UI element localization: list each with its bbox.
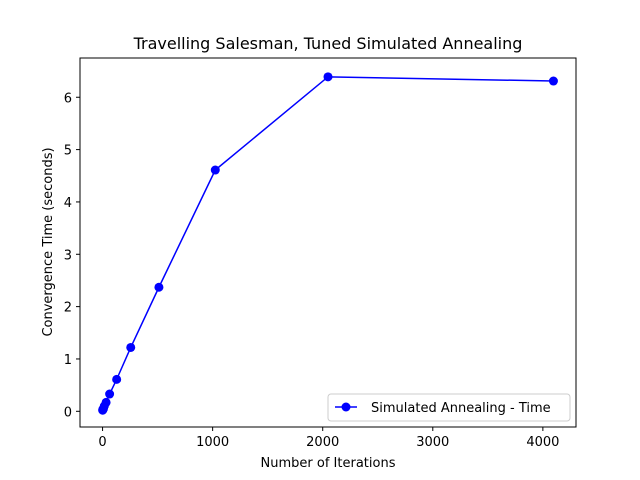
x-axis-label: Number of Iterations (261, 456, 396, 471)
legend-marker-swatch (341, 402, 351, 412)
legend-label: Simulated Annealing - Time (371, 401, 551, 416)
data-point (112, 374, 122, 384)
series-layer (98, 72, 558, 415)
data-point (323, 72, 333, 82)
y-tick-label: 5 (64, 144, 72, 159)
plot-frame (79, 57, 577, 428)
data-point (105, 389, 115, 399)
data-point (101, 397, 111, 407)
x-tick-label: 4000 (526, 435, 559, 450)
x-tick-label: 3000 (416, 435, 449, 450)
data-point (210, 165, 220, 175)
data-point (548, 76, 558, 86)
data-point (126, 342, 136, 352)
x-tick-label: 0 (98, 435, 106, 450)
y-tick-label: 0 (64, 405, 72, 420)
chart-title: Travelling Salesman, Tuned Simulated Ann… (133, 34, 523, 53)
x-axis-ticks: 0 1000 2000 3000 4000 (98, 427, 559, 450)
x-tick-label: 2000 (306, 435, 339, 450)
y-tick-label: 2 (64, 301, 72, 316)
y-tick-label: 4 (64, 196, 72, 211)
y-axis-ticks: 0 1 2 3 4 5 6 (64, 91, 80, 420)
y-tick-label: 6 (64, 91, 72, 106)
y-axis-label: Convergence Time (seconds) (41, 147, 56, 336)
legend-box (327, 393, 571, 422)
y-tick-label: 1 (64, 353, 72, 368)
y-tick-label: 3 (64, 248, 72, 263)
x-tick-label: 1000 (196, 435, 229, 450)
legend: Simulated Annealing - Time (327, 393, 571, 422)
data-point (154, 282, 164, 292)
